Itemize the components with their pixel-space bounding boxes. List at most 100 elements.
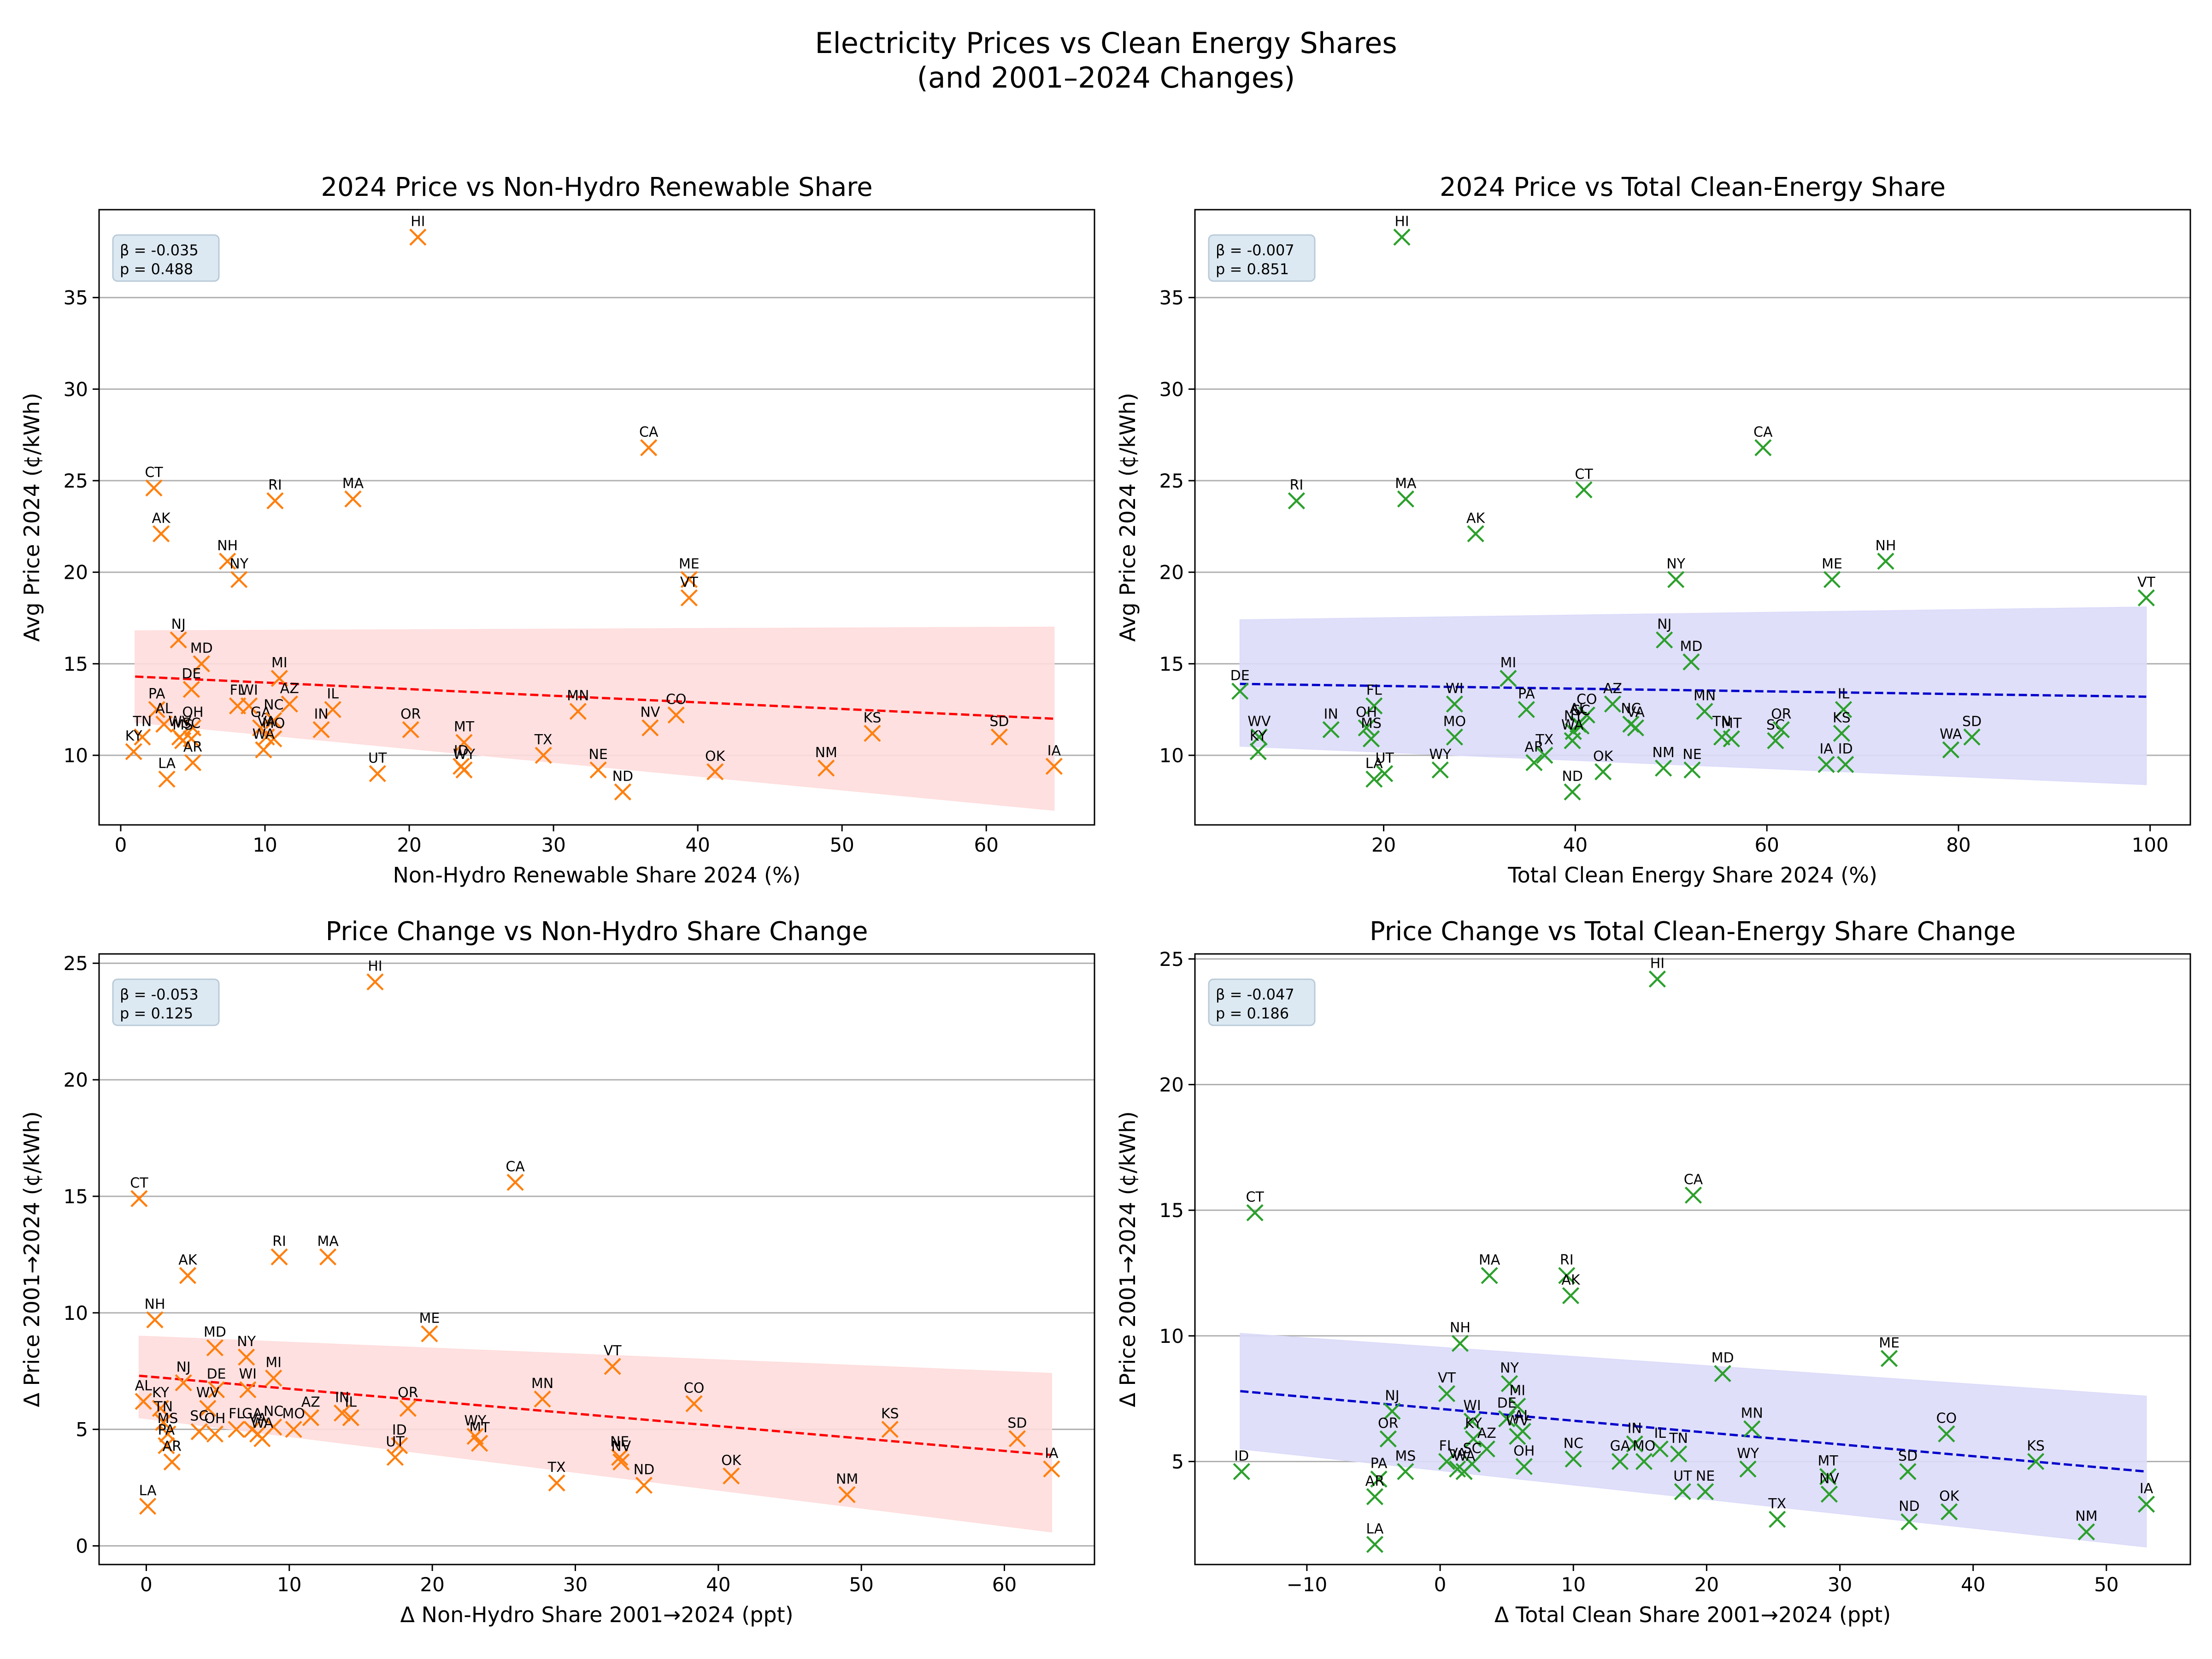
point-marker <box>193 655 210 672</box>
point-marker <box>253 1430 271 1447</box>
point-marker <box>402 721 419 738</box>
data-point: RI <box>271 1233 288 1266</box>
point-label: NH <box>1875 538 1896 554</box>
data-point: IL <box>1835 686 1853 718</box>
data-point: ND <box>1562 768 1583 801</box>
point-marker <box>1431 761 1449 779</box>
data-point: KY <box>1249 728 1267 760</box>
point-label: NM <box>815 745 837 761</box>
point-marker <box>1365 697 1383 715</box>
data-point: NY <box>1564 708 1583 740</box>
point-label: IN <box>1324 706 1338 722</box>
point-label: MI <box>271 655 288 671</box>
point-marker <box>1250 728 1268 746</box>
data-point: MA <box>342 476 364 508</box>
x-tick-label: −10 <box>1287 1573 1328 1596</box>
point-marker <box>864 724 881 742</box>
point-label: NJ <box>176 1359 190 1376</box>
point-marker <box>1233 1463 1250 1480</box>
point-label: AZ <box>1477 1425 1496 1441</box>
data-point: TX <box>1768 1496 1786 1528</box>
point-label: NJ <box>1385 1388 1399 1404</box>
point-label: CA <box>1753 424 1773 441</box>
data-point: NV <box>640 704 660 737</box>
data-point: KY <box>1465 1415 1482 1447</box>
point-marker <box>1045 758 1063 775</box>
point-label: AK <box>1466 510 1486 526</box>
point-label: MO <box>282 1406 305 1422</box>
point-label: AL <box>1570 700 1587 717</box>
regression-line <box>139 1374 1052 1456</box>
y-tick-label: 0 <box>76 1535 88 1558</box>
data-point: OK <box>1593 748 1614 781</box>
point-marker <box>1604 695 1622 713</box>
point-label: OH <box>1356 704 1377 720</box>
y-tick-label: 10 <box>1159 1325 1184 1347</box>
data-point: NM <box>815 745 837 777</box>
data-point: AZ <box>301 1394 320 1426</box>
stats-p-value: p = 0.125 <box>120 1005 193 1022</box>
data-point: LA <box>1365 756 1383 788</box>
x-tick-label: 0 <box>1434 1573 1447 1596</box>
data-point: KS <box>864 710 881 742</box>
point-marker <box>391 1437 408 1454</box>
point-marker <box>1500 670 1517 687</box>
x-tick-label: 40 <box>706 1573 730 1596</box>
data-point: NE <box>1683 747 1702 779</box>
point-label: FL <box>1439 1438 1455 1454</box>
point-label: AZ <box>280 681 299 697</box>
point-marker <box>1509 1397 1526 1415</box>
data-point: AZ <box>1603 681 1622 713</box>
point-label: PA <box>148 686 165 702</box>
point-marker <box>1594 763 1612 781</box>
point-marker <box>1481 1267 1498 1284</box>
point-marker <box>1942 741 1959 759</box>
point-label: ND <box>634 1462 655 1478</box>
data-point: OR <box>400 706 421 738</box>
data-point: WV <box>1247 713 1271 746</box>
x-axis-label: Total Clean Energy Share 2024 (%) <box>1507 863 1877 888</box>
data-point: CT <box>1246 1189 1264 1222</box>
data-point: PA <box>148 686 165 718</box>
data-point: FL <box>1365 682 1383 715</box>
data-point: CA <box>639 424 659 457</box>
point-marker <box>265 1369 282 1387</box>
point-label: MD <box>1712 1350 1734 1366</box>
point-label: TX <box>534 732 553 748</box>
point-label: WV <box>168 713 192 729</box>
point-label: WY <box>464 1413 487 1429</box>
point-marker <box>1564 732 1581 749</box>
stats-p-value: p = 0.851 <box>1216 260 1289 278</box>
point-label: OH <box>182 704 203 720</box>
point-label: VT <box>604 1343 622 1359</box>
point-label: NY <box>1564 708 1583 724</box>
point-marker <box>818 759 835 777</box>
point-marker <box>1455 1463 1473 1480</box>
point-marker <box>199 1400 217 1417</box>
point-label: WI <box>240 682 258 699</box>
data-point: NH <box>1875 538 1896 570</box>
point-marker <box>1246 1204 1264 1222</box>
point-marker <box>1835 701 1853 718</box>
point-marker <box>1754 439 1772 457</box>
data-point: VT <box>604 1343 622 1375</box>
data-point: AK <box>178 1252 198 1284</box>
data-point: VA <box>1627 704 1645 737</box>
data-point: TX <box>547 1459 566 1492</box>
data-point: MD <box>1712 1350 1734 1382</box>
point-label: SC <box>1463 1441 1481 1457</box>
y-tick-label: 15 <box>64 653 88 675</box>
data-point: CA <box>1753 424 1773 457</box>
point-label: ID <box>1234 1448 1249 1464</box>
data-point: AR <box>163 1438 182 1471</box>
point-label: HI <box>1650 956 1665 972</box>
point-label: MA <box>1395 476 1417 492</box>
point-marker <box>589 761 607 779</box>
y-tick-label: 10 <box>1159 744 1184 767</box>
y-tick-label: 25 <box>64 952 88 975</box>
regression-line <box>135 675 1054 720</box>
point-marker <box>230 571 248 588</box>
